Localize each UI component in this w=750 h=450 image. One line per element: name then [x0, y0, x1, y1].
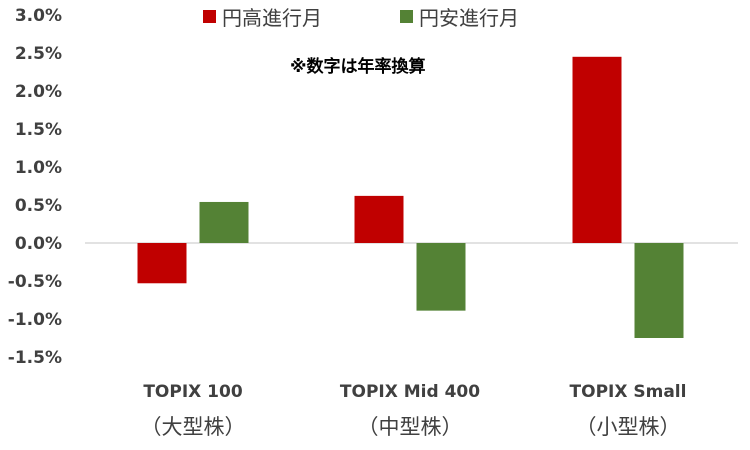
- y-tick-label: 0.5%: [15, 196, 62, 216]
- bar-series-0-category-0: [137, 243, 187, 284]
- y-tick-label: 1.0%: [15, 158, 62, 178]
- y-tick-label: -1.0%: [8, 310, 62, 330]
- legend-label-yen-depreciation: 円安進行月: [419, 6, 519, 30]
- x-category-sublabel: （中型株）: [358, 415, 463, 439]
- y-tick-label: 2.0%: [15, 82, 62, 102]
- bar-series-1-category-1: [416, 243, 466, 311]
- y-axis-tick-labels: 3.0% 2.5% 2.0% 1.5% 1.0% 0.5% 0.0% -0.5% -1.0% -1…: [8, 6, 62, 368]
- y-tick-label: 1.5%: [15, 120, 62, 140]
- bar-series-0-category-1: [354, 195, 404, 243]
- legend-label-yen-appreciation: 円高進行月: [222, 6, 322, 30]
- legend-swatch-yen-appreciation: [203, 10, 216, 23]
- y-tick-label: -1.5%: [8, 348, 62, 368]
- legend-swatch-yen-depreciation: [400, 10, 413, 23]
- x-axis-category-labels: TOPIX 100 （大型株） TOPIX Mid 400 （中型株） TOPIX Sm…: [141, 382, 687, 439]
- x-category-label: TOPIX Small: [570, 382, 687, 402]
- y-tick-label: 2.5%: [15, 44, 62, 64]
- x-category-label: TOPIX Mid 400: [340, 382, 480, 402]
- x-category-sublabel: （小型株）: [576, 415, 681, 439]
- bars: [137, 56, 684, 338]
- bar-series-1-category-2: [634, 243, 684, 338]
- bar-series-1-category-0: [199, 201, 249, 243]
- legend: 円高進行月 円安進行月: [203, 6, 519, 30]
- x-category-sublabel: （大型株）: [141, 415, 246, 439]
- y-tick-label: 3.0%: [15, 6, 62, 26]
- y-tick-label: -0.5%: [8, 272, 62, 292]
- bar-series-0-category-2: [572, 56, 622, 243]
- y-tick-label: 0.0%: [15, 234, 62, 254]
- x-category-label: TOPIX 100: [143, 382, 243, 402]
- annual-rate-note: ※数字は年率換算: [290, 56, 426, 77]
